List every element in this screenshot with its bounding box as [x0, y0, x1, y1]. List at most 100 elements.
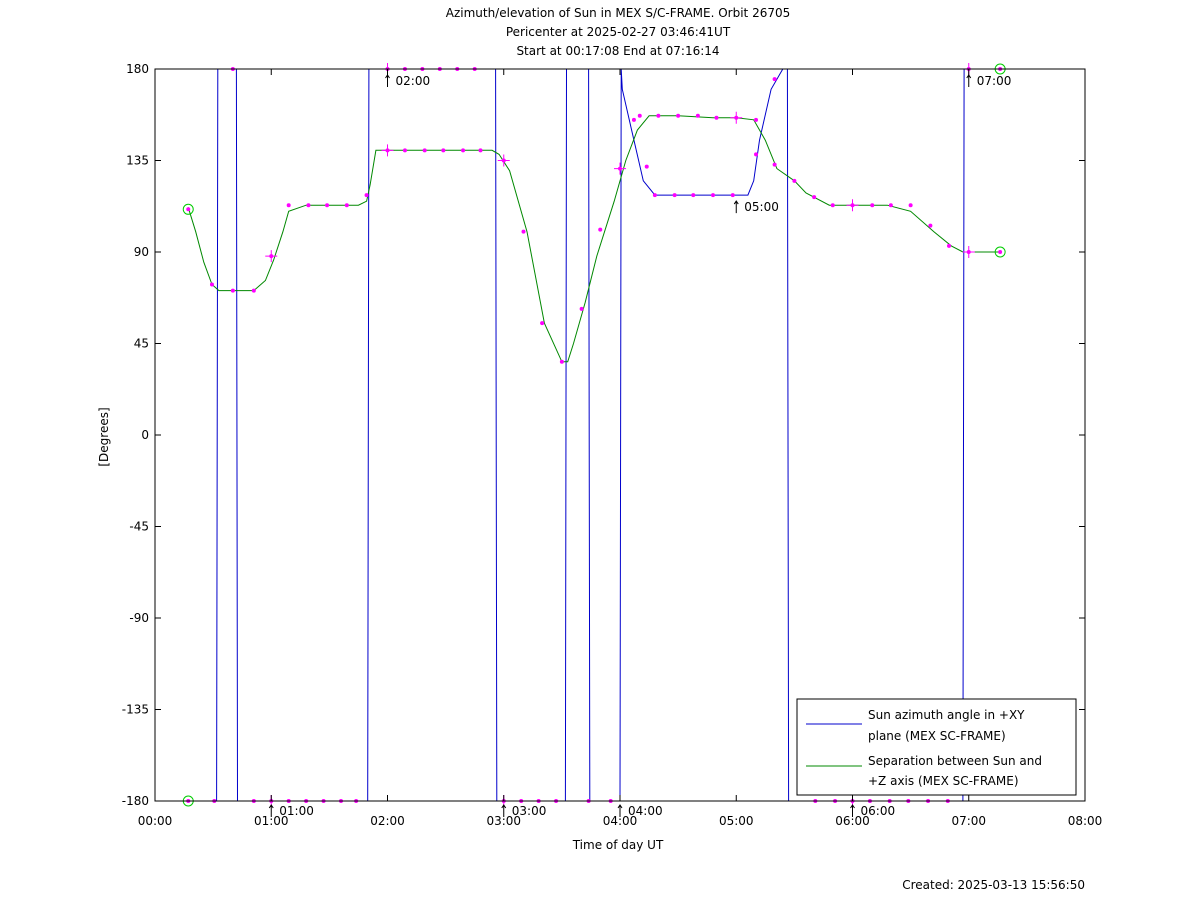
separation-point — [695, 113, 700, 118]
legend: Sun azimuth angle in +XY plane (MEX SC-F… — [796, 698, 1077, 796]
separation-point — [325, 203, 330, 208]
hour-annotation-arrow — [850, 804, 855, 817]
y-axis-label: [Degrees] — [97, 407, 111, 466]
separation-point — [812, 195, 817, 200]
separation-point — [422, 148, 427, 153]
y-tick-label: -45 — [129, 520, 149, 534]
separation-point — [754, 117, 759, 122]
separation-point — [461, 148, 466, 153]
azimuth-point — [730, 193, 735, 198]
separation-point — [928, 223, 933, 228]
created-timestamp: Created: 2025-03-13 15:56:50 — [902, 878, 1085, 892]
x-tick-label: 01:00 — [254, 814, 289, 828]
hour-annotation-label: 04:00 — [628, 804, 663, 818]
separation-point — [186, 207, 191, 212]
axis-ticks: 00:00 01:00 02:00 03:00 04:00 05:00 06:00 07:00… — [122, 62, 1103, 828]
legend-label-azimuth-line2: plane (MEX SC-FRAME) — [868, 729, 1006, 743]
separation-point — [230, 288, 235, 293]
x-tick-label: 02:00 — [370, 814, 405, 828]
hour-annotation-arrow — [617, 804, 623, 817]
separation-point — [966, 250, 971, 254]
separation-point — [598, 227, 603, 232]
series-line-azimuth — [188, 68, 1001, 802]
azimuth-point — [644, 164, 649, 169]
y-tick-label: 90 — [134, 245, 149, 259]
separation-point — [734, 115, 739, 120]
separation-point — [998, 250, 1003, 254]
separation-endpoint-marker — [994, 246, 1006, 258]
separation-point — [908, 203, 913, 208]
hour-annotation-label: 05:00 — [744, 200, 779, 214]
azimuth-point — [652, 193, 657, 198]
separation-point — [792, 178, 797, 183]
separation-point — [478, 148, 483, 153]
separation-point — [579, 306, 584, 311]
hour-annotation-arrow — [501, 804, 507, 817]
legend-label-separation-line2: +Z axis (MEX SC-FRAME) — [868, 774, 1019, 788]
y-tick-label: 0 — [141, 428, 149, 442]
separation-point — [559, 359, 564, 364]
separation-point — [676, 113, 681, 118]
azimuth-point — [754, 152, 759, 157]
separation-point — [251, 288, 256, 293]
hour-annotation-label: 06:00 — [861, 804, 896, 818]
separation-point — [521, 229, 526, 234]
y-tick-label: -90 — [129, 611, 149, 625]
series-layer — [187, 68, 1001, 802]
separation-point — [656, 113, 661, 118]
hour-annotation-arrow — [385, 74, 390, 87]
hour-annotation-arrow — [733, 200, 739, 214]
x-axis-label: Time of day UT — [572, 838, 664, 852]
y-tick-label: 135 — [126, 154, 149, 168]
separation-point — [286, 203, 291, 208]
separation-point — [850, 203, 855, 208]
chart-subtitle-range: Start at 00:17:08 End at 07:16:14 — [516, 44, 719, 58]
separation-point — [772, 162, 777, 167]
separation-point — [269, 254, 274, 259]
legend-label-azimuth-line1: Sun azimuth angle in +XY — [868, 708, 1025, 722]
hour-annotation-label: 02:00 — [396, 74, 431, 88]
y-tick-label: -180 — [122, 794, 149, 808]
separation-point — [540, 321, 545, 326]
x-tick-label: 07:00 — [951, 814, 986, 828]
chart-title: Azimuth/elevation of Sun in MEX S/C-FRAM… — [446, 6, 791, 20]
x-tick-label: 05:00 — [719, 814, 754, 828]
hour-annotation-arrow — [966, 74, 972, 87]
separation-point — [714, 115, 719, 120]
azimuth-point — [631, 117, 636, 122]
chart-subtitle-pericenter: Pericenter at 2025-02-27 03:46:41UT — [506, 25, 731, 39]
y-tick-label: 45 — [134, 337, 149, 351]
azimuth-point — [711, 193, 715, 198]
separation-point — [618, 166, 622, 171]
separation-point — [946, 243, 951, 248]
marker-layer — [182, 63, 1006, 807]
separation-endpoint-marker — [182, 203, 194, 215]
x-tick-label: 04:00 — [603, 814, 638, 828]
separation-point — [501, 158, 506, 163]
hour-annotation-arrow — [268, 804, 274, 817]
separation-point — [870, 203, 875, 208]
separation-point — [385, 148, 390, 153]
x-tick-label: 00:00 — [138, 814, 173, 828]
separation-point — [402, 148, 407, 153]
x-tick-label: 03:00 — [486, 814, 521, 828]
separation-point — [441, 148, 446, 153]
azimuth-point — [691, 193, 696, 198]
y-tick-label: 180 — [126, 62, 149, 76]
separation-point — [209, 282, 214, 287]
separation-point — [888, 203, 893, 208]
azimuth-point — [772, 77, 777, 82]
hour-annotations: 01:00 02:00 03:00 04:00 05:00 06:00 07:00 — [268, 74, 1011, 818]
hour-annotation-label: 01:00 — [279, 804, 314, 818]
y-tick-label: -135 — [122, 703, 149, 717]
legend-box — [796, 698, 1077, 796]
x-tick-label: 06:00 — [835, 814, 870, 828]
legend-label-separation-line1: Separation between Sun and — [868, 754, 1042, 768]
series-line-separation — [187, 115, 1001, 363]
azimuth-point — [672, 193, 677, 198]
separation-point — [830, 203, 835, 208]
separation-point — [637, 113, 642, 118]
hour-annotation-label: 03:00 — [512, 804, 547, 818]
separation-point — [364, 193, 369, 198]
